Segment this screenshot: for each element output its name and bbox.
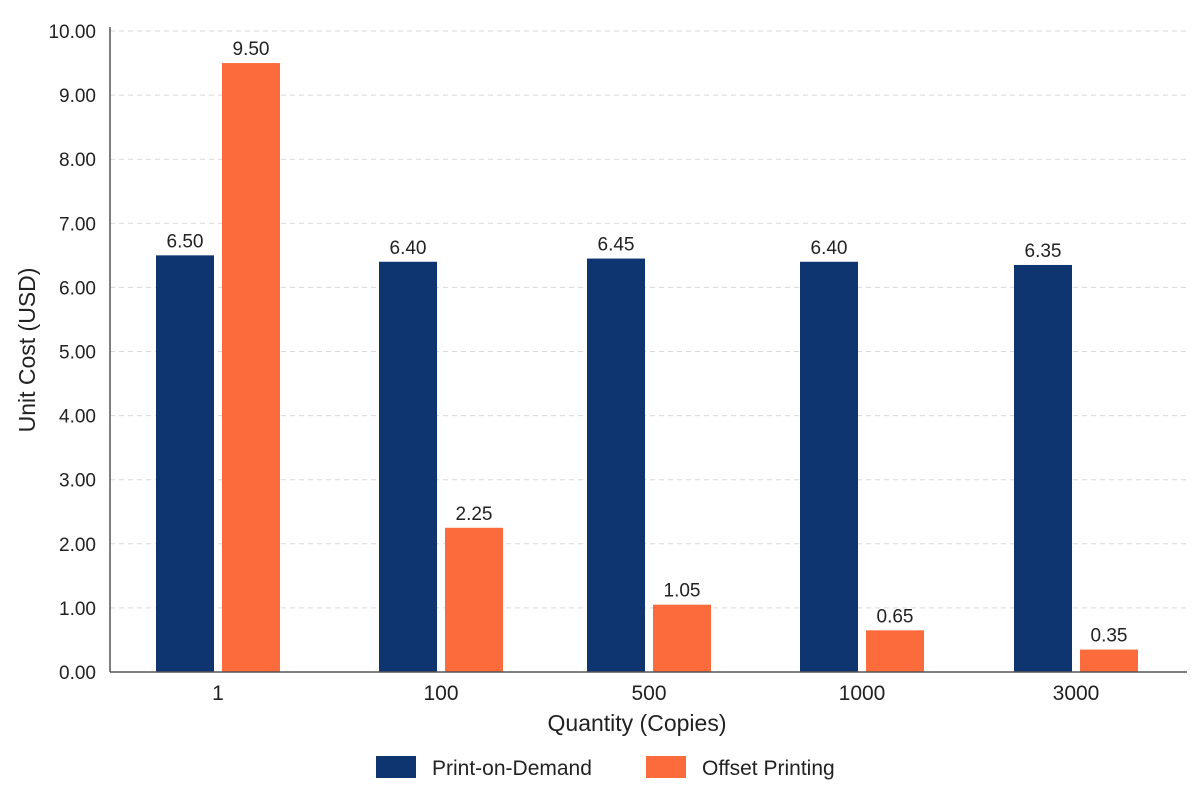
y-tick-label: 6.00 <box>59 278 96 299</box>
bar-offset-printing <box>445 527 503 672</box>
bar-print-on-demand <box>379 261 437 672</box>
y-tick-label: 8.00 <box>59 150 96 171</box>
data-label: 0.65 <box>877 606 914 627</box>
y-tick-label: 4.00 <box>59 407 96 428</box>
legend-label: Print-on-Demand <box>432 757 592 780</box>
bar-offset-printing <box>866 630 924 672</box>
y-axis-title: Unit Cost (USD) <box>14 268 40 433</box>
y-tick-label: 0.00 <box>59 663 96 684</box>
x-tick-label: 100 <box>423 682 458 705</box>
y-tick-label: 2.00 <box>59 535 96 556</box>
y-tick-label: 1.00 <box>59 599 96 620</box>
data-label: 0.35 <box>1091 626 1128 647</box>
data-label: 6.40 <box>390 238 427 259</box>
y-tick-label: 5.00 <box>59 343 96 364</box>
x-tick-label: 1000 <box>839 682 886 705</box>
legend-swatch <box>376 756 416 778</box>
y-tick-label: 3.00 <box>59 471 96 492</box>
data-label: 1.05 <box>664 581 701 602</box>
x-tick-label: 3000 <box>1053 682 1100 705</box>
data-label: 9.50 <box>233 39 270 60</box>
data-label: 6.40 <box>811 238 848 259</box>
axes-layer <box>109 27 1187 673</box>
bar-print-on-demand <box>587 258 645 672</box>
legend: Print-on-Demand Offset Printing <box>376 756 835 780</box>
data-label: 6.50 <box>167 231 204 252</box>
y-tick-label: 7.00 <box>59 214 96 235</box>
y-tick-label: 9.00 <box>59 86 96 107</box>
x-tick-label: 1 <box>212 682 224 705</box>
bar-print-on-demand <box>156 255 214 672</box>
bar-offset-printing <box>653 604 711 672</box>
y-tick-label: 10.00 <box>48 22 96 43</box>
data-label: 6.45 <box>598 235 635 256</box>
x-axis-title: Quantity (Copies) <box>548 710 727 736</box>
bars-layer <box>156 63 1138 673</box>
legend-label: Offset Printing <box>702 757 835 780</box>
bar-print-on-demand <box>800 261 858 672</box>
bar-offset-printing <box>1080 649 1138 672</box>
bar-offset-printing <box>222 63 280 673</box>
legend-swatch <box>646 756 686 778</box>
data-label: 6.35 <box>1025 241 1062 262</box>
x-tick-label: 500 <box>631 682 666 705</box>
bar-print-on-demand <box>1014 264 1072 672</box>
data-label: 2.25 <box>456 504 493 525</box>
labels-layer: 0.00 1.00 2.00 3.00 4.00 5.00 6.00 7.00 8.00 9.00… <box>48 22 1127 705</box>
